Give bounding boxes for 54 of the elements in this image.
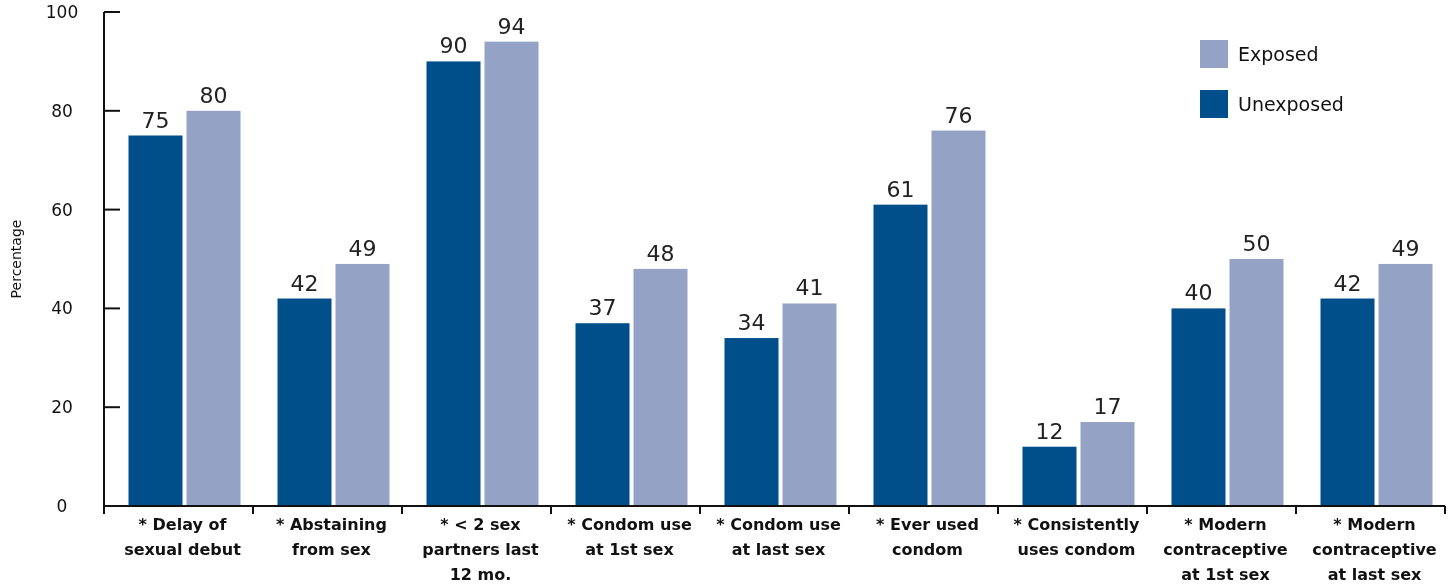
y-tick-label: 40 — [51, 298, 73, 319]
bar — [426, 61, 481, 506]
bar — [724, 338, 779, 506]
y-tick-label: 80 — [51, 100, 73, 121]
x-tick-label: * Modern contraceptive at last sex — [1312, 515, 1437, 584]
bar — [1378, 263, 1433, 506]
data-label: 34 — [737, 310, 766, 336]
data-label: 49 — [1391, 235, 1420, 261]
legend-label: Unexposed — [1238, 93, 1344, 115]
legend-label: Exposed — [1238, 43, 1319, 65]
data-label: 80 — [199, 82, 228, 108]
bar — [1022, 446, 1077, 506]
x-tick-label: * Delay of sexual debut — [124, 515, 242, 559]
x-tick-label: * Ever used condom — [876, 515, 979, 559]
data-label: 40 — [1184, 280, 1213, 306]
bar — [186, 110, 241, 506]
bar — [128, 135, 183, 506]
bar — [575, 323, 630, 506]
y-tick-label: 60 — [51, 199, 73, 220]
data-label: 94 — [497, 13, 526, 39]
bar — [873, 204, 928, 506]
x-tick-label: * Condom use at last sex — [716, 515, 841, 559]
data-label: 37 — [588, 295, 617, 321]
data-label: 61 — [886, 176, 915, 202]
bar — [277, 298, 332, 506]
data-label: 76 — [944, 102, 973, 128]
bar — [931, 130, 986, 506]
bar — [484, 41, 539, 506]
bar — [782, 303, 837, 506]
data-label: 90 — [439, 33, 468, 59]
data-label: 42 — [1333, 270, 1362, 296]
data-label: 17 — [1093, 394, 1122, 420]
x-tick-label: * Condom use at 1st sex — [567, 515, 692, 559]
bar — [633, 268, 688, 506]
x-tick-label: * Consistently uses condom — [1013, 515, 1141, 559]
data-label: 50 — [1242, 231, 1271, 256]
data-label: 42 — [290, 270, 319, 296]
bar — [1080, 422, 1135, 506]
bar — [1229, 259, 1284, 506]
data-label: 49 — [348, 235, 377, 261]
x-tick-label: * Abstaining from sex — [276, 515, 387, 559]
bar — [1171, 308, 1226, 506]
data-label: 75 — [141, 107, 170, 133]
y-tick-label: 0 — [56, 496, 68, 516]
data-label: 48 — [646, 240, 675, 266]
x-tick-label: * < 2 sex partners last 12 mo. — [422, 515, 540, 584]
y-tick-label: 100 — [45, 2, 79, 22]
x-tick-label: * Modern contraceptive at 1st sex — [1163, 515, 1288, 584]
y-axis-title: Percentage — [8, 219, 24, 299]
y-tick-label: 20 — [51, 397, 73, 418]
bar — [335, 263, 390, 506]
data-label: 12 — [1035, 418, 1064, 444]
bar — [1320, 298, 1375, 506]
data-label: 41 — [795, 275, 824, 301]
